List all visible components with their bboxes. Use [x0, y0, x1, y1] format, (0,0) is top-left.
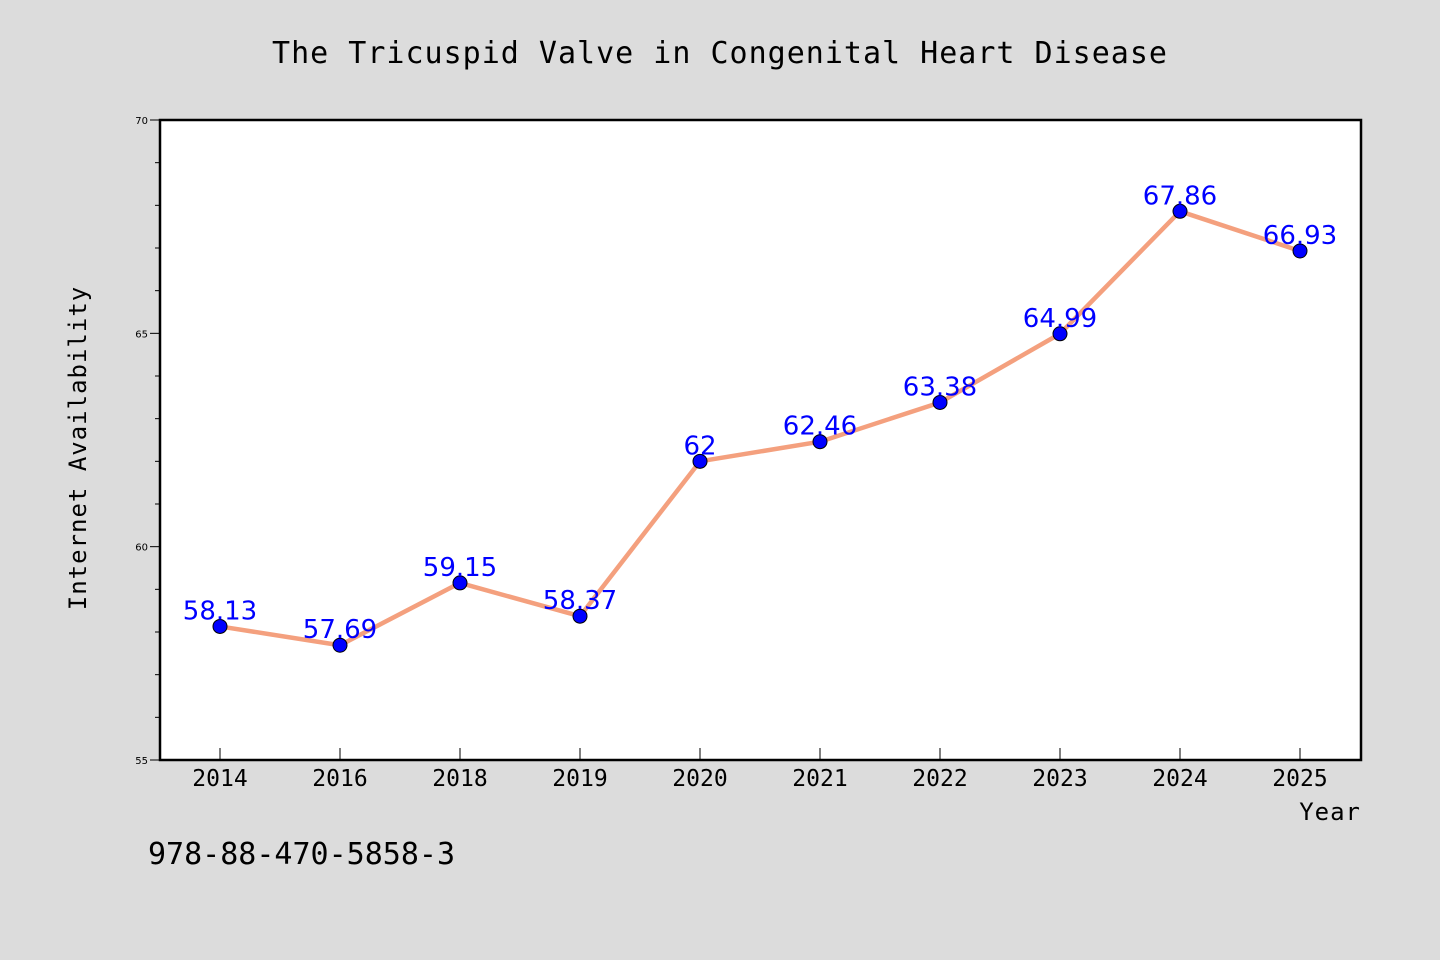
y-axis-label: Internet Availability: [64, 286, 92, 610]
data-label: 58.13: [183, 596, 257, 626]
data-label: 58.37: [543, 586, 617, 616]
y-tick-label: 70: [135, 116, 148, 127]
series-group: [212, 203, 1308, 653]
data-label: 64.99: [1023, 304, 1097, 334]
data-point: [692, 453, 708, 469]
y-tick-label: 60: [135, 543, 148, 554]
data-point: [932, 394, 948, 410]
x-axis-label: Year: [1299, 798, 1361, 826]
data-label: 67.86: [1143, 181, 1217, 211]
data-label: 62: [683, 431, 716, 461]
x-tick-label: 2018: [432, 766, 487, 792]
chart-title: The Tricuspid Valve in Congenital Heart …: [272, 36, 1168, 71]
isbn-text: 978-88-470-5858-3: [148, 837, 455, 872]
data-label: 59.15: [423, 553, 497, 583]
series-line: [219, 209, 1301, 648]
data-label: 66.93: [1263, 221, 1337, 251]
data-point: [1052, 326, 1068, 342]
data-point: [572, 608, 588, 624]
data-point: [812, 434, 828, 450]
plot-frame: [158, 118, 1363, 762]
data-point: [1172, 203, 1188, 219]
data-point: [1292, 243, 1308, 259]
data-point: [332, 637, 348, 653]
x-tick-label: 2020: [672, 766, 727, 792]
x-tick-label: 2023: [1032, 766, 1087, 792]
y-tick-label: 55: [135, 756, 148, 767]
x-axis-ticks: 2014 2016 2018 2019 2020 2021 2022 2023 2024 2025: [192, 748, 1328, 792]
data-labels-group: 58.13 57.69 59.15 58.37 62 62.46 63.38 64.99 67.…: [183, 181, 1337, 645]
x-tick-label: 2021: [792, 766, 847, 792]
x-tick-label: 2025: [1272, 766, 1327, 792]
x-tick-label: 2016: [312, 766, 367, 792]
data-label: 62.46: [783, 412, 857, 442]
y-axis-ticks: 55 60 65 70: [135, 116, 160, 767]
y-tick-label: 65: [135, 329, 148, 340]
data-label: 63.38: [903, 372, 977, 402]
x-tick-label: 2019: [552, 766, 607, 792]
x-tick-label: 2022: [912, 766, 967, 792]
data-point: [212, 618, 228, 634]
data-point: [452, 575, 468, 591]
x-tick-label: 2024: [1152, 766, 1207, 792]
x-tick-label: 2014: [192, 766, 247, 792]
plot-area: [160, 120, 1361, 760]
data-label: 57.69: [303, 615, 377, 645]
